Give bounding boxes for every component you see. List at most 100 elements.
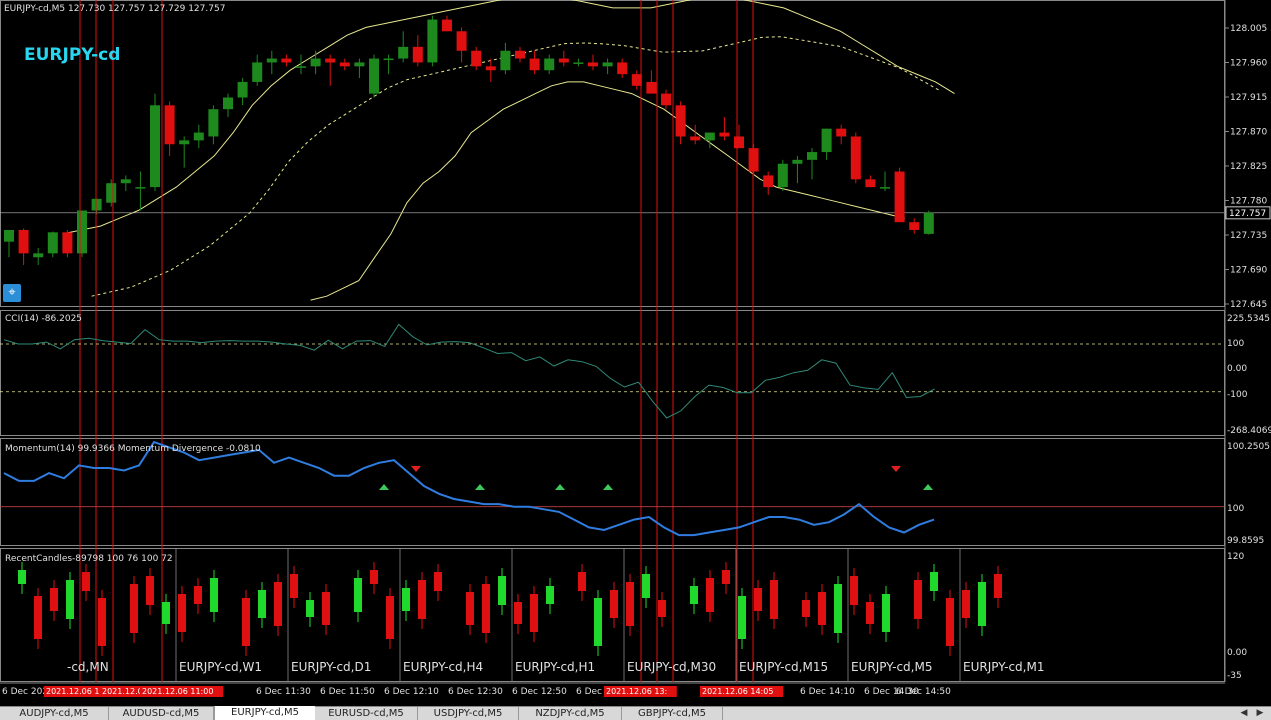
- momentum-title: Momentum(14) 99.9366 Momentum Divergence…: [5, 444, 261, 454]
- tab-audjpy[interactable]: AUDJPY-cd,M5: [0, 707, 109, 720]
- price-candle: [485, 66, 496, 71]
- timeframe-label: EURJPY-cd,M30: [627, 660, 716, 674]
- time-axis-label: 6 Dec 202: [2, 687, 48, 697]
- current-price-badge: [1225, 206, 1271, 220]
- price-candle: [923, 212, 934, 234]
- mini-candle: [370, 570, 378, 584]
- mini-candle: [466, 592, 474, 625]
- time-axis-label: 6 Dec: [576, 687, 602, 697]
- mini-candle: [882, 594, 890, 632]
- up-arrow-icon: [603, 484, 613, 490]
- price-candle: [33, 253, 44, 258]
- time-highlight-badge: [44, 686, 128, 697]
- price-candle: [442, 19, 452, 32]
- mini-candle: [498, 576, 506, 605]
- price-axis-label: 127.960: [1230, 59, 1267, 69]
- mini-candle: [530, 594, 538, 632]
- price-candle: [193, 132, 204, 141]
- tab-eurjpy[interactable]: EURJPY-cd,M5: [214, 706, 316, 720]
- price-candle: [865, 179, 876, 188]
- price-axis-label: 127.735: [1230, 231, 1267, 241]
- time-highlight-badge: [140, 686, 224, 697]
- price-candle: [850, 136, 861, 180]
- price-candle: [120, 179, 131, 184]
- upper-band-line: [62, 0, 955, 235]
- mini-candle: [834, 584, 842, 633]
- price-candle: [77, 210, 87, 254]
- scroll-right-icon[interactable]: ▶: [1256, 708, 1264, 718]
- tab-gbpjpy[interactable]: GBPJPY-cd,M5: [622, 707, 723, 720]
- price-candle: [573, 62, 584, 64]
- price-candle: [500, 50, 511, 71]
- mini-candle: [162, 602, 170, 624]
- timeframe-label: EURJPY-cd,M5: [851, 660, 932, 674]
- mini-candle: [626, 582, 634, 626]
- price-candle: [456, 31, 467, 51]
- momentum-axis-label: 100.2505: [1227, 442, 1270, 452]
- price-candle: [690, 136, 701, 141]
- mini-candle: [322, 592, 330, 625]
- timeframe-label: EURJPY-cd,H4: [403, 660, 483, 674]
- time-highlight-badge: [700, 686, 784, 697]
- price-candle: [296, 66, 306, 68]
- mini-candle: [178, 594, 186, 632]
- mini-candle: [962, 590, 970, 618]
- price-axis-label: 127.825: [1230, 162, 1267, 172]
- price-candle: [106, 183, 117, 203]
- mini-candle: [722, 570, 730, 584]
- lower-band-line: [310, 81, 905, 301]
- price-candle: [398, 46, 409, 59]
- mini-candle: [210, 578, 218, 612]
- mini-candle: [194, 586, 202, 604]
- price-candle: [237, 81, 248, 98]
- price-axis-label: 127.690: [1230, 266, 1267, 276]
- price-candle: [588, 62, 598, 67]
- time-axis-label: 6 Dec 14:10: [800, 687, 855, 697]
- mini-candle: [578, 572, 586, 591]
- timeframe-label: EURJPY-cd,W1: [179, 660, 262, 674]
- price-axis-label: 127.915: [1230, 93, 1267, 103]
- mini-candle: [306, 600, 314, 617]
- price-candle: [62, 232, 73, 254]
- mini-candle: [482, 584, 490, 633]
- price-candle: [719, 132, 730, 137]
- momentum-panel[interactable]: [0, 438, 1225, 546]
- cci-panel[interactable]: [0, 310, 1225, 436]
- cci-axis-label: -100: [1227, 390, 1248, 400]
- price-candle: [894, 171, 905, 223]
- tab-audusd[interactable]: AUDUSD-cd,M5: [109, 707, 214, 720]
- price-candle: [529, 58, 540, 71]
- mini-candle: [610, 590, 618, 618]
- price-candle: [281, 58, 292, 63]
- cci-axis-label: 225.5345: [1227, 314, 1270, 324]
- price-candle: [164, 105, 175, 145]
- price-candle: [909, 222, 920, 230]
- tab-nzdjpy[interactable]: NZDJPY-cd,M5: [519, 707, 622, 720]
- mini-candle: [946, 598, 954, 646]
- mini-candle: [642, 574, 650, 598]
- price-candle: [18, 229, 29, 254]
- mini-candle: [802, 600, 810, 617]
- rc-axis-label: 0.00: [1227, 648, 1247, 658]
- price-candle: [150, 105, 160, 188]
- momentum-axis-label: 100: [1227, 504, 1244, 514]
- up-arrow-icon: [475, 484, 485, 490]
- mini-candle: [146, 576, 154, 605]
- price-candle: [777, 163, 788, 188]
- price-candle: [880, 187, 890, 189]
- price-candle: [223, 97, 233, 110]
- mini-candle: [50, 588, 58, 611]
- crosshair-icon[interactable]: ⌖: [3, 284, 21, 302]
- tab-usdjpy[interactable]: USDJPY-cd,M5: [418, 707, 519, 720]
- cci-line: [3, 323, 935, 419]
- mini-candle: [242, 598, 250, 646]
- scroll-left-icon[interactable]: ◀: [1240, 708, 1248, 718]
- tab-eurusd[interactable]: EURUSD-cd,M5: [315, 707, 418, 720]
- mini-candle: [690, 586, 698, 604]
- timeframe-label: EURJPY-cd,M1: [963, 660, 1044, 674]
- price-axis-label: 127.780: [1230, 197, 1267, 207]
- symbol-info: EURJPY-cd,M5 127.730 127.757 127.729 127…: [4, 4, 225, 14]
- price-candle: [47, 232, 58, 254]
- mini-candle: [594, 598, 602, 646]
